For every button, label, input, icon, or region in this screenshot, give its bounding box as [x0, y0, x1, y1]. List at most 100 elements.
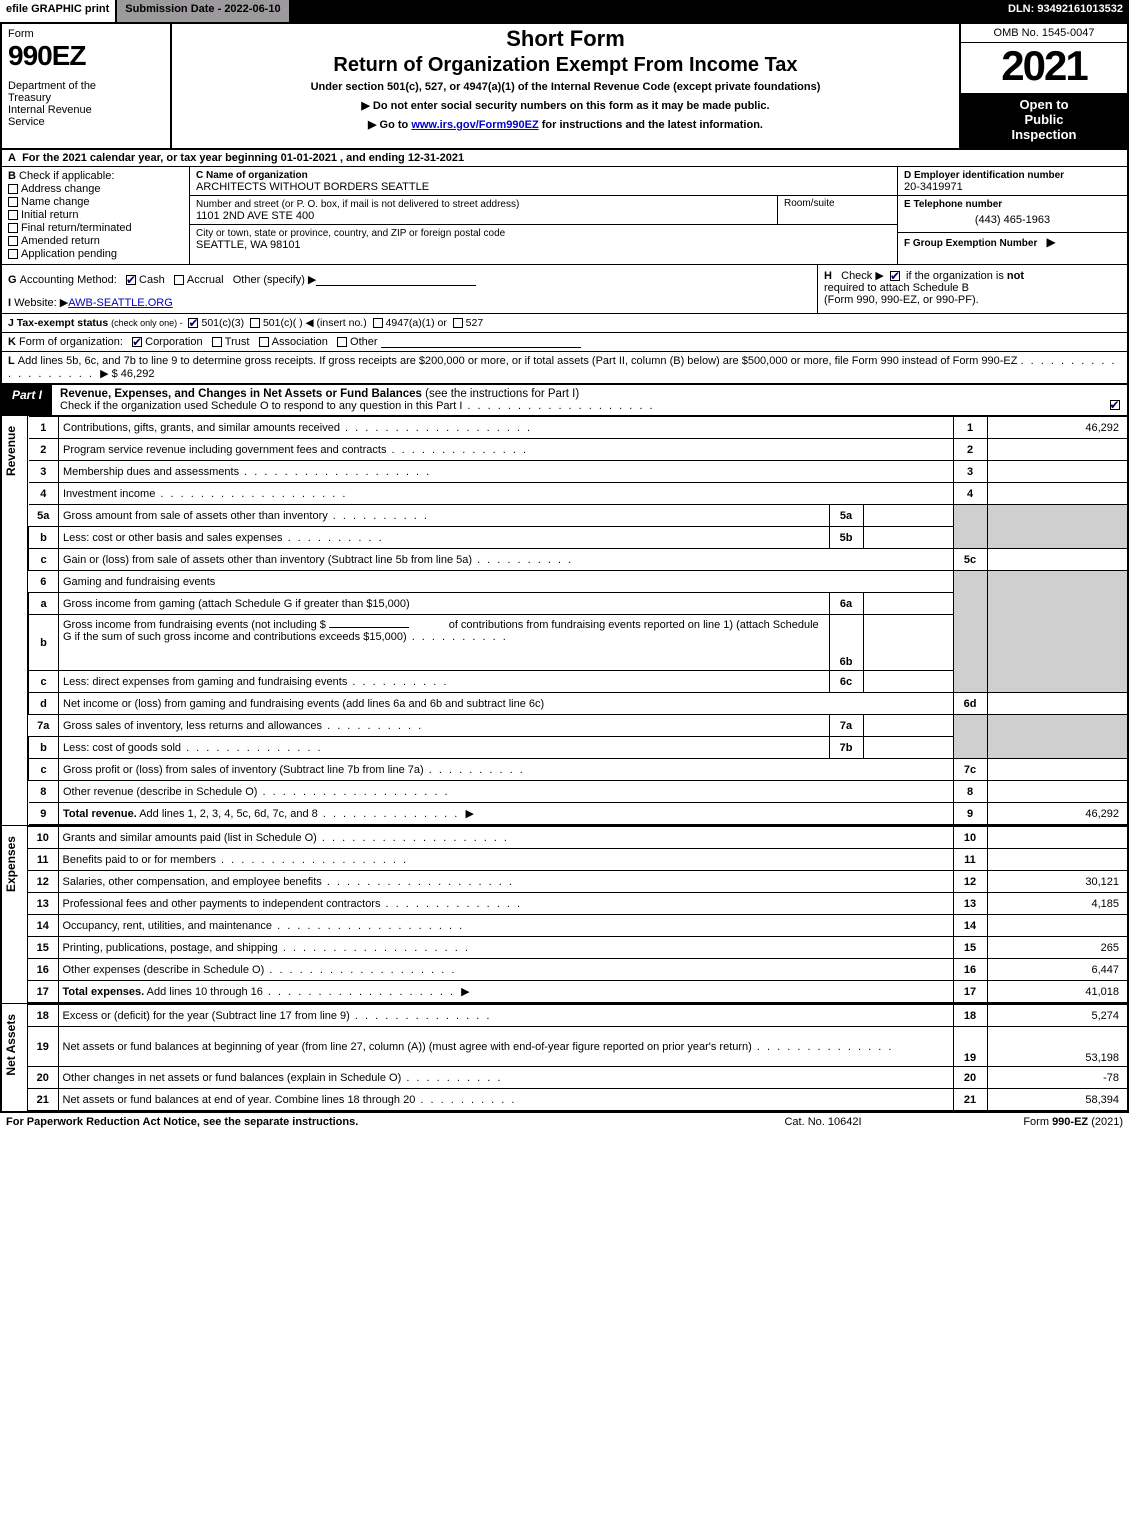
l17-no: 17 [28, 981, 58, 1003]
l16-no: 16 [28, 959, 58, 981]
cb-label-3: Final return/terminated [21, 222, 132, 234]
l5c-no: c [29, 549, 59, 571]
lead-i: I [8, 297, 11, 309]
form-title-return: Return of Organization Exempt From Incom… [178, 54, 953, 77]
lead-g: G [8, 274, 17, 286]
cb-amended-return[interactable]: Amended return [8, 235, 183, 247]
l12-dots [322, 876, 514, 888]
line-7a: 7a Gross sales of inventory, less return… [29, 715, 1128, 737]
c-name-label: Name of organization [206, 170, 308, 181]
cb-527[interactable] [453, 318, 463, 328]
l5b-subno: 5b [829, 527, 863, 549]
l1-desc: Contributions, gifts, grants, and simila… [63, 422, 340, 434]
footer-r-pre: Form [1023, 1116, 1052, 1128]
l17-desc2: Add lines 10 through 16 [144, 986, 263, 998]
l19-rn: 19 [953, 1027, 987, 1067]
part1-tab: Part I [2, 385, 52, 415]
cb-address-change[interactable]: Address change [8, 183, 183, 195]
l3-dots [239, 466, 431, 478]
lead-b: B [8, 170, 16, 182]
l1-rn: 1 [953, 417, 987, 439]
expenses-table: 10 Grants and similar amounts paid (list… [28, 826, 1127, 1003]
line-6a: a Gross income from gaming (attach Sched… [29, 593, 1128, 615]
h-t3: required to attach Schedule B [824, 282, 969, 294]
cb-final-return[interactable]: Final return/terminated [8, 222, 183, 234]
k-o3: Association [272, 336, 328, 348]
cb-association[interactable] [259, 337, 269, 347]
header-right: OMB No. 1545-0047 2021 Open to Public In… [959, 24, 1127, 148]
topbar: efile GRAPHIC print Submission Date - 20… [0, 0, 1129, 22]
l6d-desc: Net income or (loss) from gaming and fun… [59, 693, 954, 715]
l5b-val-grey [987, 527, 1127, 549]
line-1: 1 Contributions, gifts, grants, and simi… [29, 417, 1128, 439]
l15-no: 15 [28, 937, 58, 959]
dln: DLN: 93492161013532 [1002, 0, 1129, 22]
website-link[interactable]: AWB-SEATTLE.ORG [68, 297, 173, 309]
l8-rn: 8 [953, 781, 987, 803]
cb-accrual[interactable] [174, 275, 184, 285]
l4-desc: Investment income [63, 488, 155, 500]
cb-501c3[interactable] [188, 318, 198, 328]
cb-schedule-b-not-required[interactable] [890, 271, 900, 281]
k-o4: Other [350, 336, 378, 348]
l5a-no: 5a [29, 505, 59, 527]
cb-corporation[interactable] [132, 337, 142, 347]
cb-initial-return[interactable]: Initial return [8, 209, 183, 221]
l18-rn: 18 [953, 1005, 987, 1027]
lead-j: J [8, 317, 14, 329]
l4-no: 4 [29, 483, 59, 505]
cb-name-change[interactable]: Name change [8, 196, 183, 208]
l6-desc: Gaming and fundraising events [59, 571, 954, 593]
l20-no: 20 [28, 1067, 58, 1089]
l4-dots [155, 488, 347, 500]
l7a-no: 7a [29, 715, 59, 737]
efile-print-label[interactable]: efile GRAPHIC print [0, 0, 117, 22]
l5c-dots [472, 554, 573, 566]
l7c-rn: 7c [953, 759, 987, 781]
c-name-cell: C Name of organization ARCHITECTS WITHOU… [190, 167, 897, 195]
l6c-no: c [29, 671, 59, 693]
e-label: Telephone number [913, 199, 1002, 210]
l9-rn: 9 [953, 803, 987, 825]
l7b-val-grey [987, 737, 1127, 759]
footer-r-post: (2021) [1088, 1116, 1123, 1128]
irs-link[interactable]: www.irs.gov/Form990EZ [411, 119, 538, 131]
l16-val: 6,447 [987, 959, 1127, 981]
cb-schedule-o-part1[interactable] [1110, 400, 1120, 410]
l5a-desc: Gross amount from sale of assets other t… [63, 510, 328, 522]
l6d-val [987, 693, 1127, 715]
cb-label-0: Address change [21, 183, 101, 195]
j-o1: 501(c)(3) [201, 317, 244, 329]
org-name: ARCHITECTS WITHOUT BORDERS SEATTLE [196, 181, 429, 193]
cb-cash[interactable] [126, 275, 136, 285]
cb-application-pending[interactable]: Application pending [8, 248, 183, 260]
cb-other-org[interactable] [337, 337, 347, 347]
cb-trust[interactable] [212, 337, 222, 347]
l6b-rn-grey [953, 615, 987, 671]
part1-header: Part I Revenue, Expenses, and Changes in… [2, 385, 1127, 416]
l16-dots [264, 964, 456, 976]
l6c-subno: 6c [829, 671, 863, 693]
line-17: 17 Total expenses. Add lines 10 through … [28, 981, 1127, 1003]
l8-no: 8 [29, 781, 59, 803]
part1-checkbox[interactable] [1105, 385, 1127, 415]
l10-no: 10 [28, 827, 58, 849]
l7b-subval [863, 737, 953, 759]
l5c-desc: Gain or (loss) from sale of assets other… [63, 554, 472, 566]
footer-left: For Paperwork Reduction Act Notice, see … [6, 1116, 723, 1128]
revenue-section: Revenue 1 Contributions, gifts, grants, … [2, 416, 1127, 826]
l15-desc: Printing, publications, postage, and shi… [63, 942, 278, 954]
l14-rn: 14 [953, 915, 987, 937]
row-i-website: I Website: ▶AWB-SEATTLE.ORG [8, 296, 811, 309]
l5a-subno: 5a [829, 505, 863, 527]
l8-dots [257, 786, 449, 798]
line-3: 3 Membership dues and assessments 3 [29, 461, 1128, 483]
cb-4947[interactable] [373, 318, 383, 328]
cb-label-2: Initial return [21, 209, 78, 221]
l1-no: 1 [29, 417, 59, 439]
l3-val [987, 461, 1127, 483]
l6a-desc: Gross income from gaming (attach Schedul… [59, 593, 830, 615]
c-room-cell: Room/suite [777, 196, 897, 224]
cb-501c[interactable] [250, 318, 260, 328]
l6a-val-grey [987, 593, 1127, 615]
